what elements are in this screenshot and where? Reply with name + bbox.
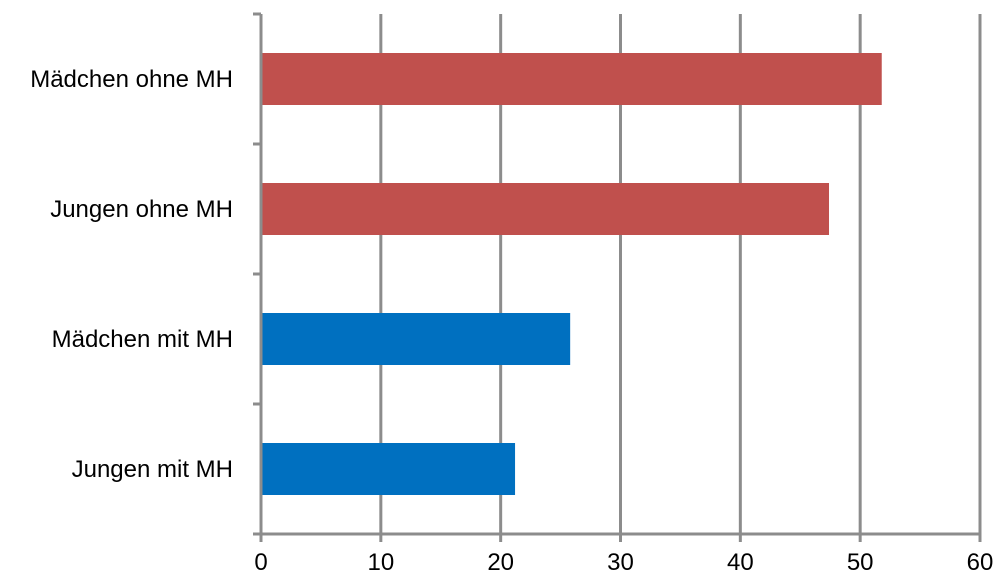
x-tick-label: 40 (727, 549, 754, 576)
axes (253, 12, 982, 542)
x-tick-label: 60 (967, 549, 994, 576)
x-tick-label: 10 (367, 549, 394, 576)
category-label: Mädchen ohne MH (30, 66, 233, 93)
x-tick-label: 20 (487, 549, 514, 576)
category-label: Mädchen mit MH (52, 326, 233, 353)
bar-mädchen-ohne-mh (262, 53, 882, 105)
labels: 0 10 20 30 40 50 60 Mädchen ohne MH Jungen ohne … (30, 66, 993, 576)
bar-jungen-ohne-mh (262, 183, 830, 235)
x-tick-label: 50 (847, 549, 874, 576)
category-label: Jungen mit MH (72, 456, 233, 483)
category-label: Jungen ohne MH (50, 196, 233, 223)
x-tick-label: 0 (254, 549, 267, 576)
x-tick-label: 30 (607, 549, 634, 576)
bar-mädchen-mit-mh (262, 313, 571, 365)
bars (262, 53, 882, 495)
bar-jungen-mit-mh (262, 443, 516, 495)
